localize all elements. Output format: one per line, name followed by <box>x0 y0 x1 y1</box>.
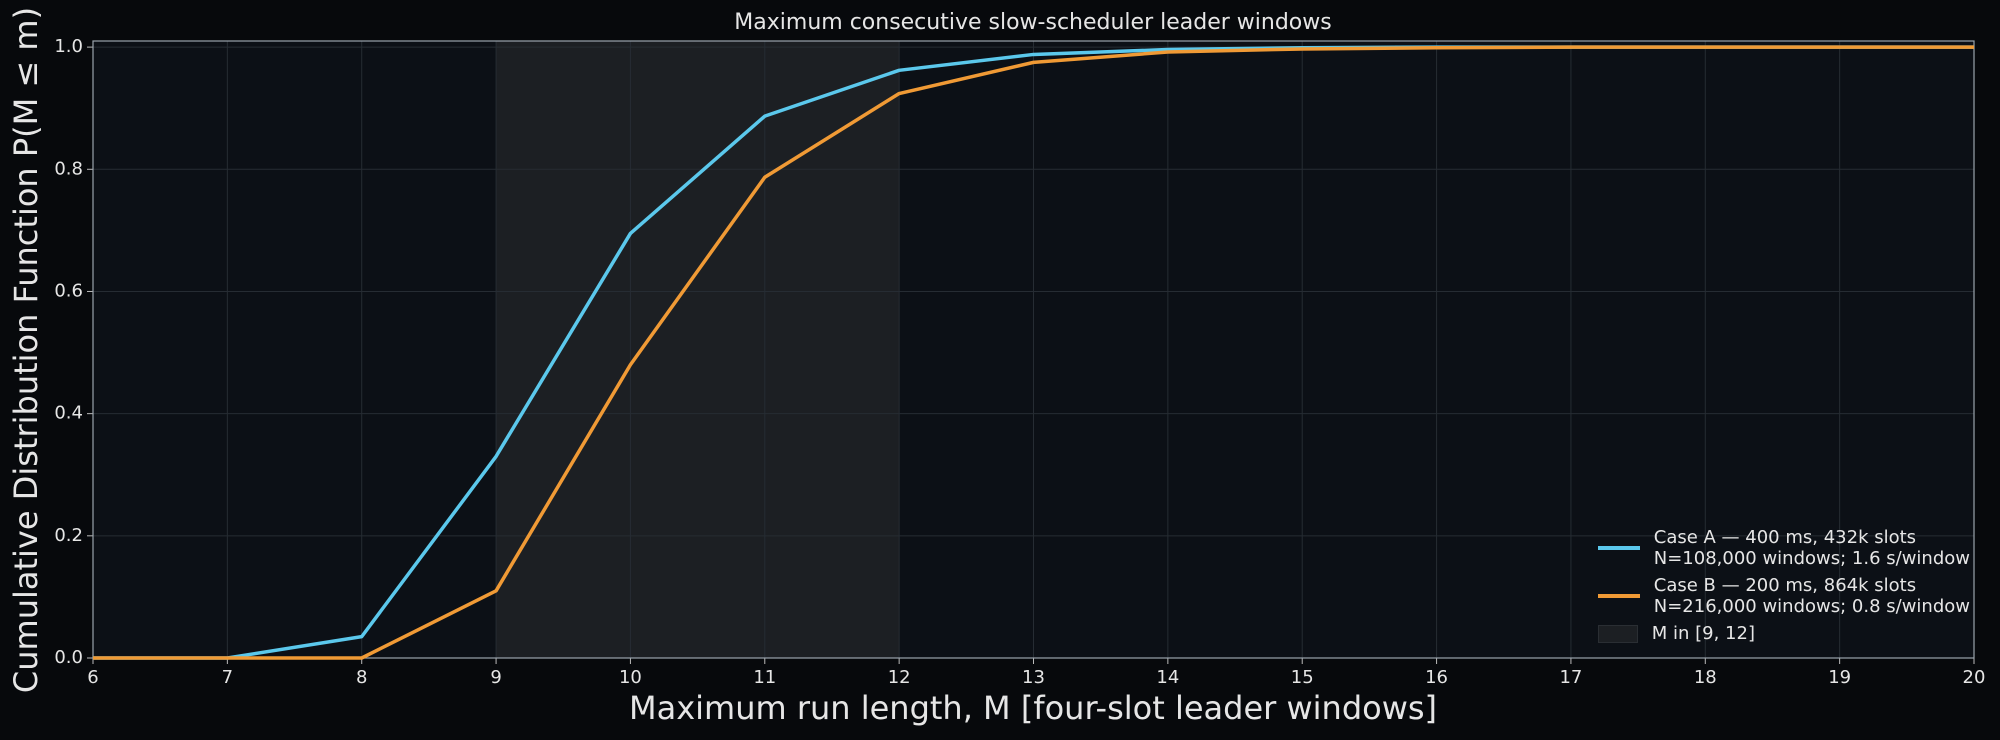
x-tick-label: 14 <box>1156 667 1179 688</box>
y-tick-label: 0.4 <box>54 403 83 424</box>
legend-label: M in [9, 12] <box>1651 623 1755 644</box>
x-tick-label: 13 <box>1022 667 1045 688</box>
chart-title: Maximum consecutive slow-scheduler leade… <box>734 10 1331 35</box>
x-tick-label: 10 <box>619 667 642 688</box>
legend-item: Case A — 400 ms, 432k slots N=108,000 wi… <box>1597 527 1970 569</box>
legend: Case A — 400 ms, 432k slots N=108,000 wi… <box>1597 527 1970 650</box>
legend-item: Case B — 200 ms, 864k slots N=216,000 wi… <box>1597 575 1970 617</box>
y-tick-label: 0.2 <box>54 525 83 546</box>
x-tick-label: 20 <box>1963 667 1986 688</box>
y-tick-label: 0.0 <box>54 647 83 668</box>
x-tick-label: 16 <box>1425 667 1448 688</box>
y-tick-label: 0.8 <box>54 158 83 179</box>
legend-swatch <box>1597 594 1640 598</box>
plot-frame <box>92 40 1975 659</box>
y-tick-label: 0.6 <box>54 280 83 301</box>
legend-swatch <box>1597 624 1638 643</box>
legend-label: Case B — 200 ms, 864k slots N=216,000 wi… <box>1653 575 1970 617</box>
legend-label: Case A — 400 ms, 432k slots N=108,000 wi… <box>1653 527 1970 569</box>
x-axis-label: Maximum run length, M [four-slot leader … <box>629 689 1437 727</box>
data-line <box>93 45 1974 660</box>
y-tick-label: 1.0 <box>54 36 83 57</box>
x-tick-label: 19 <box>1828 667 1851 688</box>
x-tick-label: 17 <box>1559 667 1582 688</box>
x-tick-label: 15 <box>1291 667 1314 688</box>
x-tick-label: 7 <box>222 667 233 688</box>
x-tick-label: 8 <box>356 667 367 688</box>
y-axis-label: Cumulative Distribution Function P(M ≤ m… <box>7 7 45 693</box>
legend-swatch <box>1597 546 1640 550</box>
x-tick-label: 9 <box>490 667 501 688</box>
x-tick-label: 18 <box>1694 667 1717 688</box>
x-tick-label: 11 <box>753 667 776 688</box>
shaded-range <box>496 41 900 658</box>
x-tick-label: 12 <box>888 667 911 688</box>
x-tick-label: 6 <box>87 667 98 688</box>
legend-item: M in [9, 12] <box>1597 623 1970 644</box>
